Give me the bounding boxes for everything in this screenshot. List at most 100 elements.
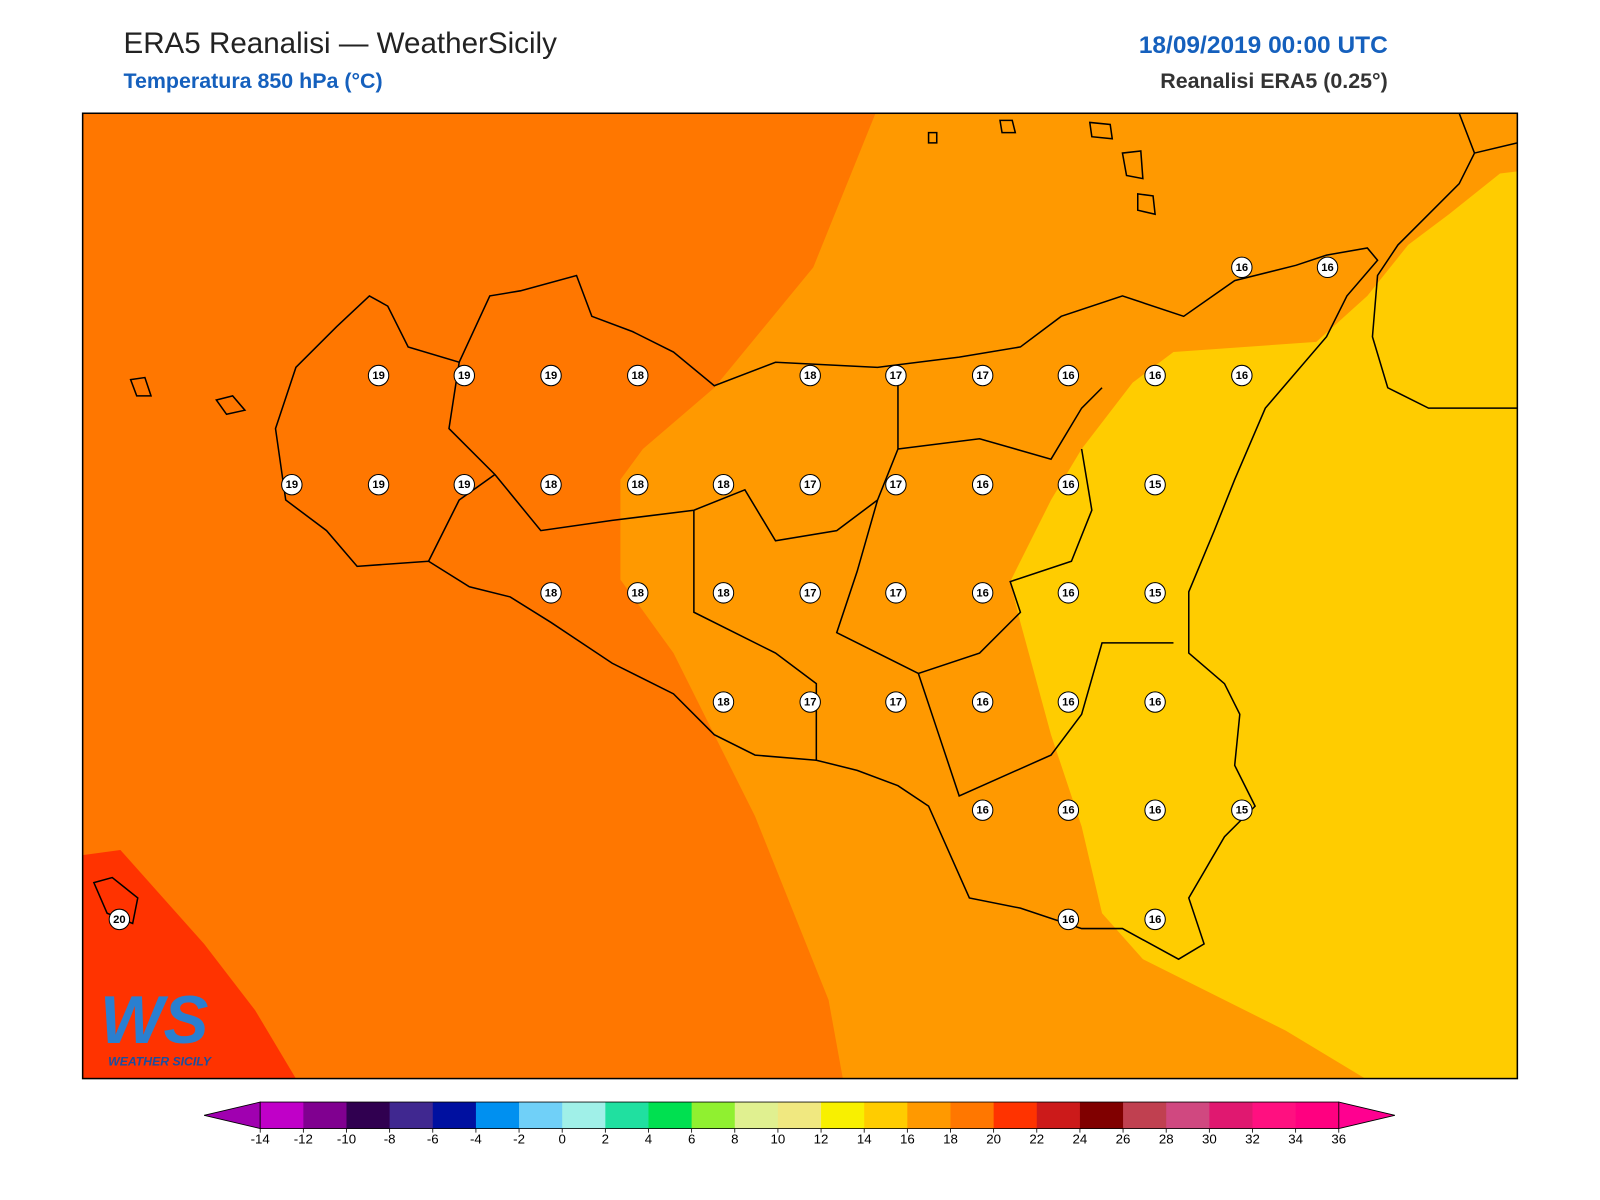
station-marker — [1057, 582, 1080, 604]
colorbar-box — [777, 1102, 822, 1129]
station-marker — [712, 582, 735, 604]
logo-subtext: WEATHER SICILY — [108, 1054, 213, 1068]
station-value: 15 — [1236, 805, 1248, 817]
province-borders — [427, 362, 1174, 797]
colorbar-tick-label: 32 — [1245, 1131, 1260, 1146]
colorbar-tick-label: 6 — [688, 1131, 695, 1146]
colorbar-box — [993, 1102, 1038, 1129]
station-marker — [1057, 473, 1080, 496]
colorbar-box — [346, 1102, 391, 1129]
station-value: 19 — [545, 370, 557, 382]
station-value: 16 — [976, 479, 988, 491]
calabria-coast — [1371, 113, 1518, 409]
station-marker — [712, 691, 735, 713]
station-value: 17 — [804, 587, 816, 599]
station-labels: 16 16 19 19 19 18 18 17 17 16 16 16 19 19 19 18 18 18 17 17… — [108, 256, 1339, 931]
station-value: 16 — [1236, 262, 1248, 274]
station-value: 18 — [632, 479, 644, 491]
subtitle: Temperatura 850 hPa (°C) — [123, 69, 382, 93]
station-marker — [885, 364, 907, 387]
colorbar-tick-label: -4 — [470, 1131, 482, 1146]
colorbar-box — [519, 1102, 563, 1129]
station-marker — [1231, 256, 1253, 279]
station-value: 15 — [1149, 587, 1161, 599]
colorbar-box — [389, 1102, 434, 1129]
station-marker — [1231, 799, 1253, 821]
station-marker — [971, 582, 994, 604]
colorbar-tick-label: 24 — [1073, 1131, 1088, 1146]
station-marker — [1144, 908, 1166, 931]
colorbar-box — [432, 1102, 477, 1129]
colorbar-box — [562, 1102, 606, 1129]
colorbar-tick-label: 20 — [986, 1131, 1001, 1146]
logo: WS WEATHER SICILY — [100, 983, 213, 1068]
station-value: 18 — [717, 587, 729, 599]
temp-band-14-16 — [1010, 171, 1518, 1079]
colorbar-tick-label: 14 — [857, 1131, 872, 1146]
station-value: 16 — [976, 805, 988, 817]
colorbar-tick-label: -8 — [384, 1131, 396, 1146]
station-marker — [281, 473, 303, 496]
station-marker — [799, 473, 821, 496]
colorbar-tick-label: -6 — [427, 1131, 439, 1146]
station-marker — [1057, 799, 1080, 821]
colorbar-box — [734, 1102, 779, 1129]
station-marker — [108, 908, 131, 931]
station-value: 19 — [286, 479, 298, 491]
station-marker — [885, 582, 907, 604]
station-value: 18 — [804, 370, 816, 382]
colorbar-tick-label: -14 — [251, 1131, 270, 1146]
colorbar-tick-label: 0 — [559, 1131, 566, 1146]
colorbar-box — [475, 1102, 520, 1129]
colorbar-tick-label: 34 — [1288, 1131, 1303, 1146]
colorbar-box — [303, 1102, 347, 1129]
map-area: WS WEATHER SICILY 16 16 19 19 19 18 18 17 17 16 16… — [81, 112, 1519, 1080]
station-value: 18 — [717, 697, 729, 709]
station-value: 16 — [1062, 370, 1074, 382]
station-marker — [885, 691, 907, 713]
colorbar-box — [1036, 1102, 1081, 1129]
station-value: 19 — [372, 370, 384, 382]
colorbar-tick-label: 16 — [900, 1131, 915, 1146]
station-marker — [1057, 364, 1080, 387]
colorbar-tick-label: 2 — [602, 1131, 609, 1146]
colorbar-box — [260, 1102, 304, 1129]
station-marker — [1057, 908, 1080, 931]
station-value: 17 — [804, 697, 816, 709]
colorbar-tick-label: 8 — [731, 1131, 738, 1146]
colorbar-tick-label: 30 — [1202, 1131, 1217, 1146]
station-value: 16 — [1149, 697, 1161, 709]
station-marker — [627, 364, 649, 387]
colorbar-tick-label: -10 — [337, 1131, 356, 1146]
colorbar-box — [648, 1102, 693, 1129]
colorbar-tick-label: -2 — [513, 1131, 525, 1146]
station-marker — [799, 691, 821, 713]
station-marker — [799, 582, 821, 604]
station-marker — [367, 473, 390, 496]
station-marker — [1231, 364, 1253, 387]
islands — [92, 119, 1156, 925]
colorbar-box — [1209, 1102, 1254, 1129]
colorbar-box — [1166, 1102, 1210, 1129]
station-value: 18 — [545, 587, 557, 599]
colorbar-outline — [259, 1101, 1340, 1129]
colorbar-box — [605, 1102, 649, 1129]
station-value: 19 — [458, 479, 470, 491]
colorbar-box — [1123, 1102, 1167, 1129]
colorbar: -14 -12 -10 -8 -6 -4 -2 0 2 4 6 8 10 12 14 16 18 20 22 24 26… — [203, 1101, 1395, 1146]
station-value: 17 — [804, 479, 816, 491]
station-marker — [885, 473, 907, 496]
station-value: 16 — [1149, 370, 1161, 382]
station-value: 16 — [1062, 914, 1074, 926]
station-value: 19 — [458, 370, 470, 382]
station-marker — [1144, 582, 1166, 604]
station-value: 17 — [890, 587, 902, 599]
station-value: 15 — [1149, 479, 1161, 491]
station-value: 16 — [976, 697, 988, 709]
colorbar-tick-label: 22 — [1029, 1131, 1044, 1146]
colorbar-tick-label: -12 — [294, 1131, 313, 1146]
station-marker — [1144, 691, 1166, 713]
map-frame — [81, 112, 1519, 1080]
